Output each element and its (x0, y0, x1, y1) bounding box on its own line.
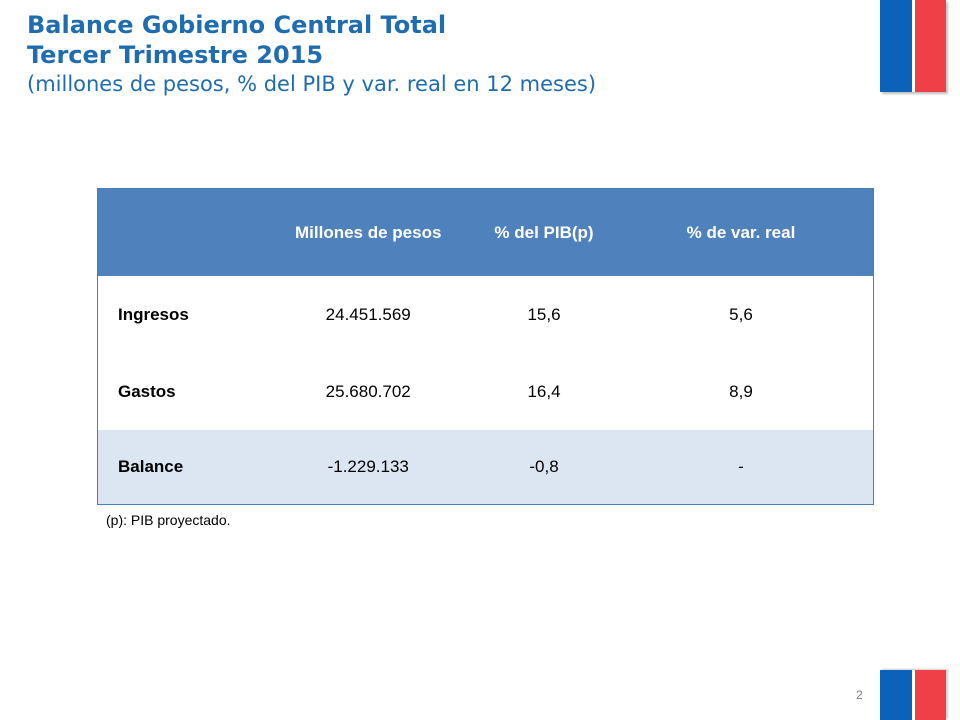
table-header-row: Millones de pesos % del PIB(p) % de var.… (97, 188, 874, 276)
page-number: 2 (856, 688, 863, 702)
flag-red-stripe (913, 0, 946, 92)
cell-var: 8,9 (608, 353, 874, 430)
cell-millones: -1.229.133 (257, 430, 480, 505)
cell-millones: 25.680.702 (257, 353, 480, 430)
title-block: Balance Gobierno Central Total Tercer Tr… (27, 10, 596, 98)
table-row-gastos: Gastos 25.680.702 16,4 8,9 (97, 353, 874, 430)
balance-table: Millones de pesos % del PIB(p) % de var.… (97, 188, 874, 505)
flag-blue-stripe (880, 670, 913, 720)
page-subtitle: (millones de pesos, % del PIB y var. rea… (27, 72, 597, 96)
cell-millones: 24.451.569 (257, 276, 480, 353)
flag-red-stripe (913, 670, 946, 720)
flag-logo-bottom (880, 670, 946, 720)
table-row-balance: Balance -1.229.133 -0,8 - (97, 430, 874, 505)
page-title: Balance Gobierno Central Total (27, 11, 447, 39)
cell-pib: 15,6 (479, 276, 609, 353)
cell-pib: 16,4 (479, 353, 609, 430)
header-blank (97, 188, 258, 276)
row-label: Gastos (97, 353, 258, 430)
flag-divider (912, 0, 915, 92)
row-label: Balance (97, 430, 258, 505)
cell-pib: -0,8 (479, 430, 609, 505)
cell-var: - (608, 430, 874, 505)
table-row-ingresos: Ingresos 24.451.569 15,6 5,6 (97, 276, 874, 353)
header-millones: Millones de pesos (257, 188, 480, 276)
header-var-real: % de var. real (608, 188, 874, 276)
page-title-period: Tercer Trimestre 2015 (27, 41, 324, 69)
header-pib: % del PIB(p) (479, 188, 609, 276)
flag-logo-top (880, 0, 946, 92)
cell-var: 5,6 (608, 276, 874, 353)
row-label: Ingresos (97, 276, 258, 353)
flag-blue-stripe (880, 0, 913, 92)
footnote: (p): PIB proyectado. (106, 512, 231, 528)
flag-divider (912, 670, 915, 720)
